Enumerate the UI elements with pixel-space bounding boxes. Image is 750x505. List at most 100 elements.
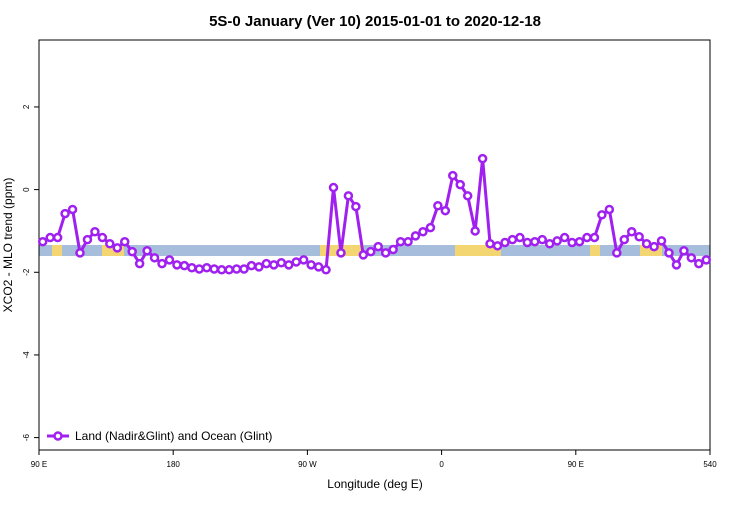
data-point — [336, 248, 346, 258]
x-tick-label: 180 — [167, 460, 181, 469]
y-tick-label: -2 — [22, 268, 31, 276]
data-point — [202, 262, 212, 273]
data-point — [671, 260, 682, 270]
data-point — [567, 237, 577, 248]
data-point — [485, 239, 495, 249]
data-point — [440, 205, 451, 216]
data-point — [216, 265, 227, 275]
data-point — [67, 204, 78, 215]
data-point — [694, 258, 704, 269]
data-point — [492, 241, 503, 251]
data-point — [679, 246, 689, 256]
x-axis-label: Longitude (deg E) — [327, 477, 422, 491]
data-point — [75, 248, 85, 258]
data-point — [500, 237, 510, 248]
data-point — [112, 243, 123, 253]
data-point — [477, 153, 488, 164]
data-point — [52, 232, 63, 243]
data-point — [269, 260, 279, 270]
land-band — [102, 245, 124, 256]
data-point — [395, 236, 406, 247]
data-point — [433, 200, 443, 211]
data-point — [134, 258, 145, 269]
data-point — [649, 241, 659, 252]
data-point — [522, 237, 533, 248]
data-point — [187, 262, 197, 273]
data-point — [515, 232, 525, 243]
data-point — [537, 234, 547, 245]
data-point — [351, 201, 361, 212]
data-point — [425, 222, 436, 233]
data-point — [604, 204, 615, 215]
data-point — [127, 246, 137, 257]
data-point — [261, 258, 272, 269]
data-point — [701, 255, 712, 265]
data-point — [366, 246, 376, 257]
data-point — [403, 236, 413, 247]
data-point — [634, 231, 644, 242]
y-axis-label: XCO2 - MLO trend (ppm) — [1, 178, 15, 313]
data-point — [209, 264, 219, 274]
x-tick-label: 90 W — [298, 460, 317, 469]
data-point — [343, 191, 354, 201]
data-point — [254, 262, 264, 272]
data-point — [410, 231, 421, 241]
data-point — [164, 255, 175, 265]
data-point — [380, 248, 391, 258]
y-tick-label: 0 — [22, 187, 31, 192]
y-tick-label: -6 — [22, 433, 31, 441]
data-point — [313, 262, 324, 272]
data-point — [612, 248, 622, 258]
data-point — [119, 236, 130, 247]
land-band — [640, 245, 662, 256]
data-point — [530, 236, 540, 247]
data-point — [574, 236, 585, 247]
data-point — [686, 253, 697, 263]
data-point — [507, 234, 518, 245]
data-point — [224, 265, 234, 275]
chart-title: 5S-0 January (Ver 10) 2015-01-01 to 2020… — [209, 13, 541, 30]
land-band — [455, 245, 501, 256]
x-tick-label: 0 — [439, 460, 444, 469]
data-point — [582, 232, 592, 243]
data-point — [455, 179, 465, 190]
data-point — [418, 227, 428, 237]
data-point — [276, 258, 287, 268]
data-point — [664, 248, 674, 258]
data-point — [179, 260, 190, 271]
plot-frame — [38, 39, 711, 451]
data-point — [45, 232, 55, 243]
data-point — [142, 246, 152, 256]
x-tick-label: 90 E — [31, 460, 47, 469]
land-band — [52, 245, 62, 256]
data-point — [306, 260, 316, 270]
data-point — [559, 232, 570, 243]
data-point — [157, 258, 167, 269]
data-point — [284, 260, 294, 270]
data-point — [328, 182, 339, 193]
legend-marker — [53, 431, 63, 441]
data-point — [291, 257, 301, 267]
data-point — [358, 250, 369, 260]
data-point — [298, 255, 309, 265]
data-point — [97, 232, 108, 243]
data-point — [321, 265, 331, 275]
x-tick-label: 540 — [703, 460, 717, 469]
data-point — [448, 170, 458, 181]
data-point — [656, 236, 667, 246]
data-point — [589, 232, 600, 243]
data-point — [239, 264, 249, 274]
data-point — [149, 253, 160, 263]
data-point — [552, 236, 562, 246]
land-band — [590, 245, 600, 256]
data-point — [597, 210, 607, 220]
data-point — [90, 227, 100, 237]
legend: Land (Nadir&Glint) and Ocean (Glint) — [47, 429, 272, 443]
data-point — [619, 234, 630, 245]
data-point — [105, 239, 115, 249]
y-tick-label: 2 — [22, 104, 31, 109]
y-tick-label: -4 — [22, 351, 31, 359]
x-tick-label: 90 E — [568, 460, 584, 469]
data-point — [246, 260, 257, 271]
